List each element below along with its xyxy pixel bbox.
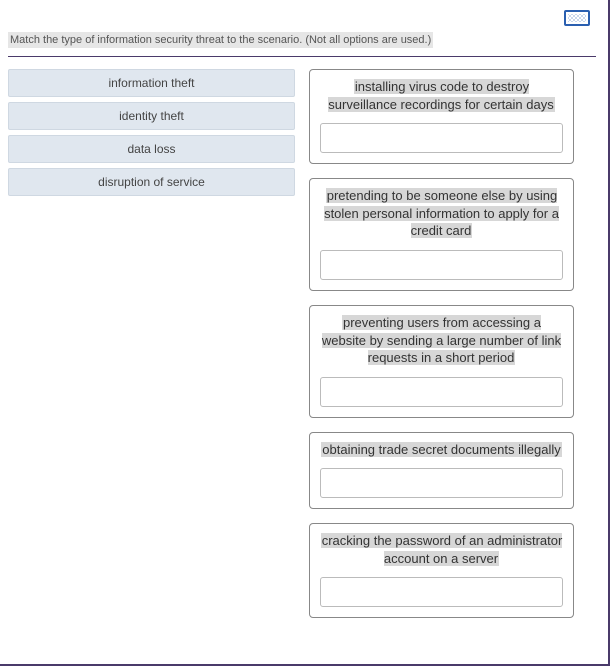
option-disruption-of-service[interactable]: disruption of service bbox=[8, 168, 295, 196]
option-label: information theft bbox=[108, 76, 194, 90]
option-information-theft[interactable]: information theft bbox=[8, 69, 295, 97]
scenario-text: cracking the password of an administrato… bbox=[320, 532, 563, 567]
option-label: disruption of service bbox=[98, 175, 205, 189]
drop-slot[interactable] bbox=[320, 250, 563, 280]
matching-area: information theft identity theft data lo… bbox=[8, 69, 596, 618]
option-data-loss[interactable]: data loss bbox=[8, 135, 295, 163]
scenarios-column: installing virus code to destroy surveil… bbox=[309, 69, 574, 618]
scenario-box: obtaining trade secret documents illegal… bbox=[309, 432, 574, 510]
scenario-text: preventing users from accessing a websit… bbox=[320, 314, 563, 367]
option-label: identity theft bbox=[119, 109, 184, 123]
drop-slot[interactable] bbox=[320, 377, 563, 407]
scenario-box: preventing users from accessing a websit… bbox=[309, 305, 574, 418]
scenario-box: installing virus code to destroy surveil… bbox=[309, 69, 574, 164]
option-label: data loss bbox=[127, 142, 175, 156]
drop-slot[interactable] bbox=[320, 577, 563, 607]
instruction-text: Match the type of information security t… bbox=[8, 32, 433, 48]
option-identity-theft[interactable]: identity theft bbox=[8, 102, 295, 130]
scenario-text: obtaining trade secret documents illegal… bbox=[320, 441, 563, 459]
drop-slot[interactable] bbox=[320, 468, 563, 498]
keyboard-icon[interactable] bbox=[564, 10, 590, 26]
drop-slot[interactable] bbox=[320, 123, 563, 153]
divider bbox=[8, 56, 596, 57]
scenario-text: installing virus code to destroy surveil… bbox=[320, 78, 563, 113]
scenario-box: cracking the password of an administrato… bbox=[309, 523, 574, 618]
scenario-text: pretending to be someone else by using s… bbox=[320, 187, 563, 240]
scenario-box: pretending to be someone else by using s… bbox=[309, 178, 574, 291]
options-column: information theft identity theft data lo… bbox=[8, 69, 295, 196]
